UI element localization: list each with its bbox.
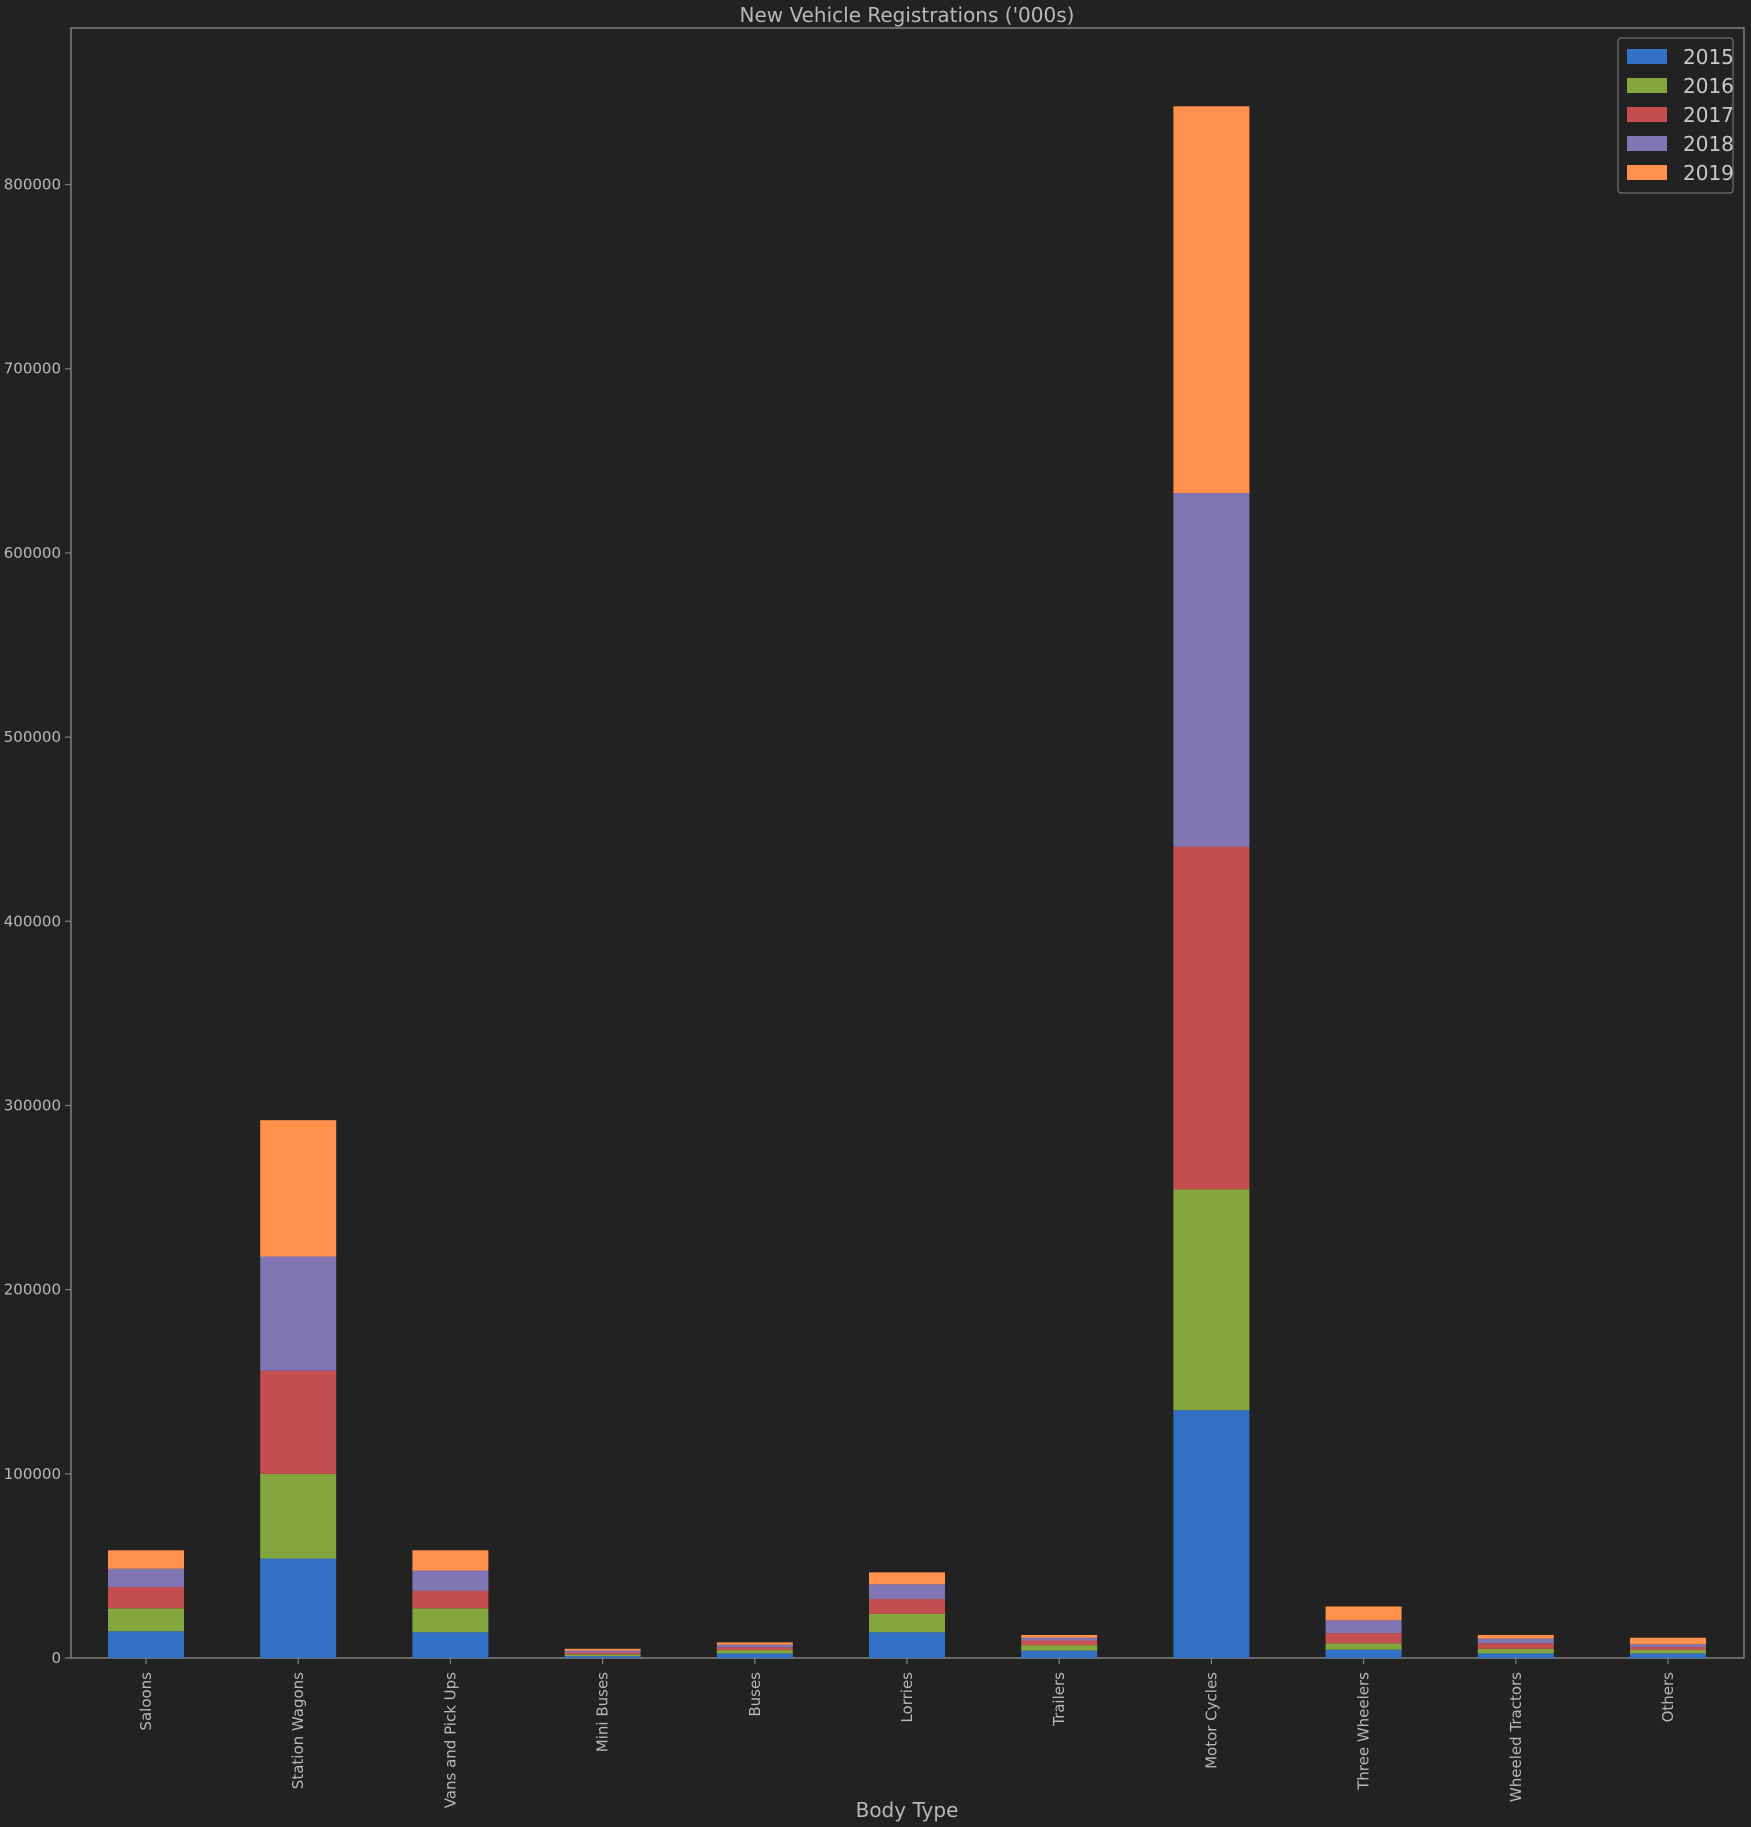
bar-segment-2017 (1630, 1646, 1706, 1650)
bar-segment-2015 (869, 1632, 945, 1658)
bar-segment-2015 (108, 1631, 184, 1658)
bar-segment-2015 (1477, 1653, 1554, 1658)
legend-item-2016[interactable]: 2016 (1627, 74, 1734, 98)
x-tick-label: Motor Cycles (1202, 1672, 1220, 1769)
bar-segment-2018 (1173, 493, 1250, 847)
y-tick-label: 700000 (4, 360, 61, 378)
bar-segment-2016 (412, 1608, 489, 1633)
legend-item-2018[interactable]: 2018 (1627, 132, 1734, 156)
bar-segment-2018 (108, 1568, 184, 1588)
bar-segment-2018 (1021, 1637, 1098, 1641)
bar-segment-2019 (412, 1550, 489, 1571)
bar-segment-2016 (1173, 1189, 1250, 1411)
bar-segment-2017 (412, 1590, 489, 1609)
x-tick-label: Buses (746, 1672, 764, 1717)
bar-segment-2017 (716, 1647, 793, 1651)
bar-segment-2016 (1325, 1643, 1402, 1650)
x-tick-label: Wheeled Tractors (1507, 1672, 1525, 1802)
bar-segment-2015 (1630, 1653, 1706, 1658)
y-tick-label: 100000 (4, 1465, 61, 1483)
legend[interactable]: 2015 2016 2017 2018 2019 (1617, 37, 1734, 194)
y-axis: 0 100000 200000 300000 400000 500000 600000 700… (4, 176, 71, 1667)
legend-item-2017[interactable]: 2017 (1627, 103, 1734, 127)
bar-segment-2018 (260, 1256, 337, 1371)
legend-item-2019[interactable]: 2019 (1627, 161, 1734, 185)
bar-segment-2015 (260, 1558, 337, 1658)
x-tick-label: Others (1659, 1672, 1677, 1723)
bar-segment-2018 (564, 1650, 641, 1653)
y-tick-label: 500000 (4, 728, 61, 746)
x-tick-label: Saloons (137, 1672, 155, 1731)
bar-segment-2015 (412, 1632, 489, 1658)
bar-segment-2015 (716, 1653, 793, 1658)
bar-segment-2019 (869, 1572, 945, 1585)
y-tick-label: 300000 (4, 1096, 61, 1114)
legend-label: 2017 (1683, 103, 1734, 127)
bar-segment-2015 (564, 1656, 641, 1658)
x-tick-label: Trailers (1050, 1672, 1068, 1727)
bar-segment-2018 (1325, 1620, 1402, 1634)
bar-segment-2019 (716, 1642, 793, 1645)
bar-segment-2019 (1477, 1634, 1554, 1639)
x-axis: Saloons Station Wagons Vans and Pick Ups Mi… (137, 1658, 1677, 1808)
x-axis-title: Body Type (856, 1798, 959, 1822)
bar-segment-2016 (564, 1654, 641, 1657)
bar-segment-2017 (1477, 1643, 1554, 1649)
bar-segment-2018 (716, 1644, 793, 1648)
bar-segment-2017 (1021, 1640, 1098, 1646)
x-tick-label: Station Wagons (289, 1672, 307, 1789)
bar-segment-2016 (716, 1650, 793, 1654)
legend-box (1617, 37, 1734, 194)
bar-segment-2019 (1630, 1637, 1706, 1645)
legend-label: 2018 (1683, 132, 1734, 156)
y-tick-label: 800000 (4, 176, 61, 194)
bar-stack-group (108, 106, 1706, 1658)
bar-segment-2017 (869, 1599, 945, 1614)
x-tick-label: Three Wheelers (1355, 1672, 1373, 1791)
bar-segment-2019 (1325, 1606, 1402, 1621)
bar-segment-2019 (1173, 106, 1250, 494)
bar-segment-2018 (1630, 1644, 1706, 1647)
bar-segment-2019 (564, 1648, 641, 1651)
legend-swatch (1627, 107, 1667, 122)
x-tick-label: Mini Buses (594, 1672, 612, 1752)
x-tick-label: Vans and Pick Ups (441, 1672, 459, 1808)
bar-segment-2017 (1173, 846, 1250, 1190)
bar-segment-2015 (1325, 1649, 1402, 1658)
bar-segment-2019 (108, 1550, 184, 1569)
y-tick-label: 400000 (4, 912, 61, 930)
legend-swatch (1627, 49, 1667, 64)
bar-segment-2016 (869, 1613, 945, 1633)
y-tick-label: 0 (51, 1649, 61, 1667)
y-tick-label: 200000 (4, 1281, 61, 1299)
bar-segment-2018 (869, 1584, 945, 1600)
bar-segment-2016 (1630, 1649, 1706, 1654)
bar-segment-2016 (1021, 1645, 1098, 1651)
chart-title: New Vehicle Registrations ('000s) (740, 3, 1075, 27)
bar-segment-2018 (412, 1570, 489, 1591)
legend-label: 2016 (1683, 74, 1734, 98)
y-tick-label: 600000 (4, 544, 61, 562)
bar-segment-2019 (1021, 1634, 1098, 1638)
x-tick-label: Lorries (898, 1672, 916, 1723)
bar-segment-2016 (1477, 1648, 1554, 1654)
bar-segment-2017 (1325, 1633, 1402, 1644)
bar-segment-2017 (108, 1587, 184, 1609)
bar-segment-2017 (260, 1370, 337, 1474)
legend-swatch (1627, 136, 1667, 151)
legend-swatch (1627, 165, 1667, 180)
legend-label: 2019 (1683, 161, 1734, 185)
legend-label: 2015 (1683, 45, 1734, 69)
bar-segment-2018 (1477, 1638, 1554, 1644)
bar-segment-2016 (260, 1473, 337, 1559)
bar-segment-2016 (108, 1608, 184, 1632)
bar-segment-2019 (260, 1120, 337, 1257)
bar-segment-2017 (564, 1652, 641, 1655)
legend-item-2015[interactable]: 2015 (1627, 45, 1734, 69)
bar-segment-2015 (1021, 1650, 1098, 1658)
bar-segment-2015 (1173, 1410, 1250, 1658)
legend-swatch (1627, 78, 1667, 93)
